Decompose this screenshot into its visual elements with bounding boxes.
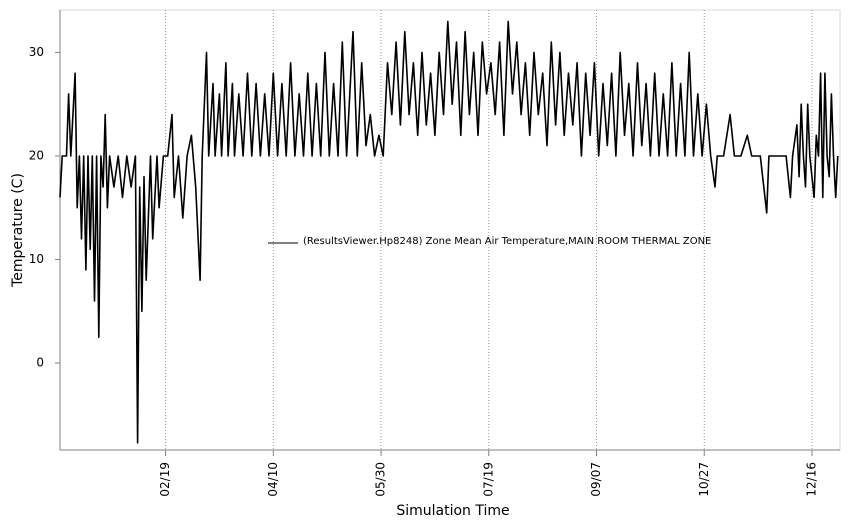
x-tick-label: 04/10 bbox=[266, 462, 280, 497]
legend-label: (ResultsViewer.Hp8248) Zone Mean Air Tem… bbox=[303, 236, 711, 247]
x-tick-label: 12/16 bbox=[804, 462, 818, 497]
y-tick-label: 30 bbox=[29, 45, 44, 59]
y-tick-label: 10 bbox=[29, 252, 44, 266]
y-tick-label: 20 bbox=[29, 148, 44, 162]
series-line bbox=[59, 20, 839, 444]
x-tick-label: 07/19 bbox=[481, 462, 495, 497]
x-tick-label: 05/30 bbox=[374, 462, 388, 497]
y-tick-label: 0 bbox=[36, 356, 44, 370]
x-tick-label: 09/07 bbox=[589, 462, 603, 497]
x-axis-label: Simulation Time bbox=[396, 503, 509, 519]
y-axis-label: Temperature (C) bbox=[10, 173, 26, 288]
x-tick-label: 10/27 bbox=[697, 462, 711, 497]
x-tick-label: 02/19 bbox=[158, 462, 172, 497]
